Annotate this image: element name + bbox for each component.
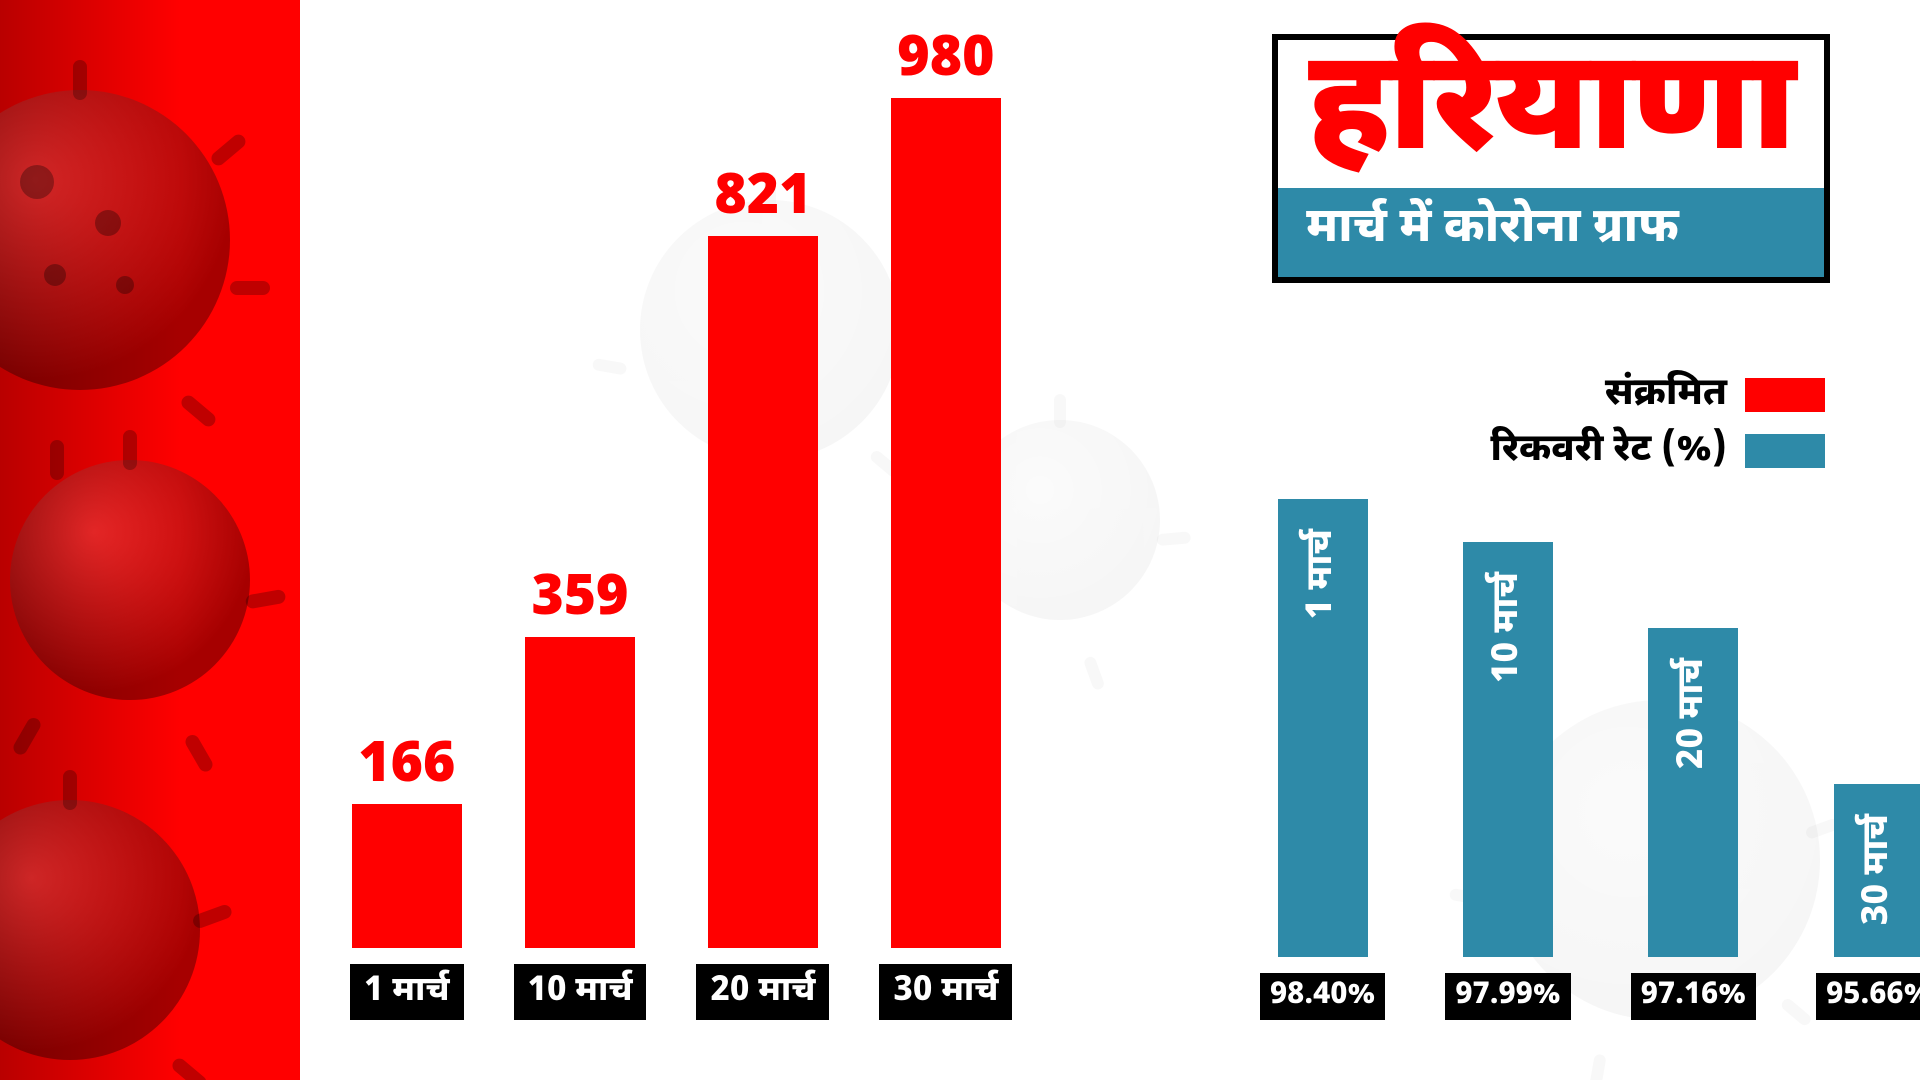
bar-rect: [525, 637, 635, 948]
bar-value-label: 98.40%: [1260, 973, 1385, 1020]
legend-swatch: [1745, 434, 1825, 468]
bar-rect: 30 मार्च: [1834, 784, 1920, 957]
bar-rect: [352, 804, 462, 948]
legend: संक्रमित रिकवरी रेट (%): [1490, 370, 1825, 482]
infected-bar: 166 1 मार्च: [350, 740, 464, 1020]
bar-rect: 1 मार्च: [1278, 499, 1368, 957]
bar-date-label: 1 मार्च: [350, 964, 464, 1020]
bar-value-label: 359: [531, 573, 628, 629]
virus-decoration: [0, 800, 200, 1060]
bar-date-label: 10 मार्च: [514, 964, 647, 1020]
infected-bar: 980 30 मार्च: [879, 34, 1012, 1020]
legend-item-infected: संक्रमित: [1490, 370, 1825, 420]
bar-value-label: 166: [358, 740, 455, 796]
bar-value-label: 821: [714, 172, 811, 228]
bar-date-inside: 20 मार्च: [1670, 658, 1717, 769]
bar-rect: [708, 236, 818, 948]
bar-rect: [891, 98, 1001, 948]
bar-value-label: 97.16%: [1631, 973, 1756, 1020]
recovery-bar: 1 मार्च 98.40%: [1260, 499, 1385, 1020]
bar-value-label: 97.99%: [1445, 973, 1570, 1020]
virus-decoration: [10, 460, 250, 700]
virus-decoration: [0, 90, 230, 390]
bar-date-inside: 10 मार्च: [1485, 572, 1532, 683]
title-sub: मार्च में कोरोना ग्राफ: [1306, 198, 1796, 261]
left-red-band: [0, 0, 300, 1080]
recovery-chart: 1 मार्च 98.40% 10 मार्च 97.99% 20 मार्च 97.16…: [1260, 499, 1920, 1020]
recovery-bar: 30 मार्च 95.66%: [1816, 784, 1920, 1020]
infected-bar: 821 20 मार्च: [696, 172, 829, 1020]
bar-rect: 10 मार्च: [1463, 542, 1553, 957]
bar-value-label: 980: [897, 34, 994, 90]
bar-date-label: 30 मार्च: [879, 964, 1012, 1020]
legend-label: रिकवरी रेट (%): [1490, 426, 1727, 476]
infected-chart: 166 1 मार्च 359 10 मार्च 821 20 मार्च 980 30 मा…: [350, 34, 1012, 1020]
legend-label: संक्रमित: [1605, 370, 1727, 420]
recovery-bar: 20 मार्च 97.16%: [1631, 628, 1756, 1020]
bar-date-inside: 1 मार्च: [1299, 529, 1346, 620]
title-main: हरियाणा: [1308, 52, 1794, 178]
bar-rect: 20 मार्च: [1648, 628, 1738, 957]
bar-value-label: 95.66%: [1816, 973, 1920, 1020]
bar-date-label: 20 मार्च: [696, 964, 829, 1020]
recovery-bar: 10 मार्च 97.99%: [1445, 542, 1570, 1020]
infected-bar: 359 10 मार्च: [514, 573, 647, 1020]
bar-date-inside: 30 मार्च: [1855, 814, 1902, 925]
legend-swatch: [1745, 378, 1825, 412]
title-box: हरियाणा मार्च में कोरोना ग्राफ: [1272, 34, 1830, 283]
legend-item-recovery: रिकवरी रेट (%): [1490, 426, 1825, 476]
